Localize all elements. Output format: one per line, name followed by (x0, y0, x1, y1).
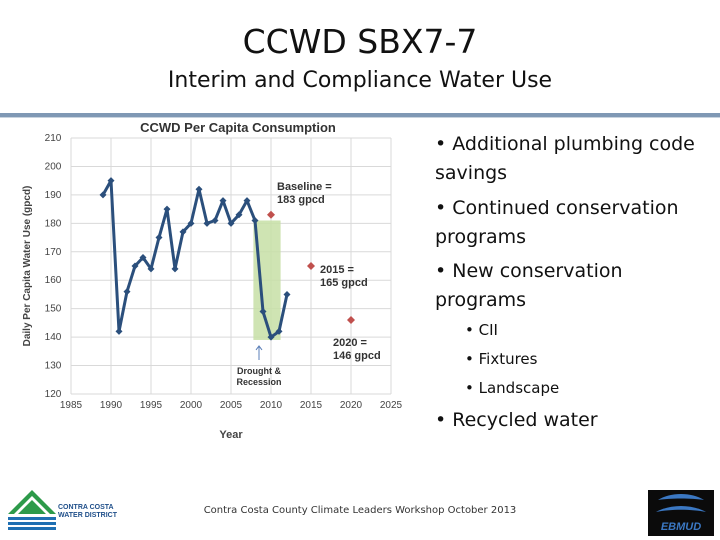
target-2015-label-value: 165 gpcd (320, 277, 368, 289)
target-2020-label: 2020 = (333, 337, 367, 349)
ebmud-logo-icon: EBMUD (656, 494, 706, 533)
baseline-label: Baseline = (277, 181, 332, 193)
x-tick-label: 1995 (140, 400, 163, 411)
sub-bullet-fixtures: • Fixtures (465, 350, 538, 368)
x-tick-label: 1985 (60, 400, 83, 411)
consumption-line (101, 179, 289, 339)
drought-label: Drought & (237, 366, 281, 376)
ccwd-logo-text: CONTRA COSTA WATER DISTRICT (58, 504, 117, 519)
chart-title: CCWD Per Capita Consumption (140, 120, 336, 135)
y-tick-label: 180 (45, 218, 62, 229)
consumption-point (123, 288, 131, 296)
y-tick-label: 170 (45, 247, 62, 258)
y-tick-label: 200 (45, 161, 62, 172)
x-axis-label: Year (219, 429, 243, 441)
consumption-chart: 120 130 140 150 160 170 180 190 200 210 1985 1990 19… (22, 120, 403, 441)
x-tick-label: 2020 (340, 400, 363, 411)
consumption-point (171, 265, 179, 273)
consumption-point (163, 205, 171, 213)
baseline-label-value: 183 gpcd (277, 194, 325, 206)
bullet-plumbing: • Additional plumbing code savings (435, 133, 695, 184)
title-rule-light (0, 117, 720, 118)
y-tick-label: 150 (45, 304, 62, 315)
consumption-point (203, 219, 211, 227)
bullet-conservation: • Continued conservation programs (435, 197, 679, 248)
title-rule (0, 113, 720, 117)
target-2020-label-value: 146 gpcd (333, 350, 381, 362)
slide-subtitle: Interim and Compliance Water Use (167, 68, 553, 93)
y-tick-label: 130 (45, 361, 62, 372)
drought-label-line2: Recession (236, 377, 281, 387)
ebmud-logo: EBMUD (648, 490, 714, 536)
consumption-point (139, 253, 147, 261)
x-tick-label: 2000 (180, 400, 203, 411)
slide-title: CCWD SBX7-7 (242, 22, 478, 61)
consumption-point (219, 197, 227, 205)
consumption-point (195, 185, 203, 193)
target-point (267, 210, 275, 219)
consumption-point (107, 177, 115, 185)
bullet-recycled-water: • Recycled water (435, 409, 598, 431)
consumption-point (267, 333, 275, 341)
bullet-new-programs: • New conservation programs (435, 260, 623, 311)
consumption-point (187, 219, 195, 227)
ccwd-logo-icon (8, 490, 56, 530)
x-tick-label: 1990 (100, 400, 123, 411)
x-tick-label: 2010 (260, 400, 283, 411)
y-tick-label: 160 (45, 275, 62, 286)
consumption-point (131, 262, 139, 270)
y-tick-label: 190 (45, 190, 62, 201)
consumption-point (115, 327, 123, 335)
ebmud-logo-label: EBMUD (661, 521, 701, 533)
y-tick-label: 140 (45, 332, 62, 343)
x-tick-label: 2005 (220, 400, 243, 411)
consumption-point (283, 290, 291, 298)
consumption-point (275, 327, 283, 335)
sub-bullet-cii: • CII (465, 321, 498, 339)
sub-bullet-landscape: • Landscape (465, 379, 560, 397)
consumption-point (235, 211, 243, 219)
target-point (307, 262, 315, 270)
consumption-point (99, 191, 107, 199)
consumption-point (243, 197, 251, 205)
y-axis-label: Daily Per Capita Water Use (gpcd) (22, 186, 33, 347)
y-tick-label: 120 (45, 389, 62, 400)
x-tick-label: 2025 (380, 400, 403, 411)
consumption-point (211, 216, 219, 224)
x-tick-label: 2015 (300, 400, 323, 411)
consumption-point (147, 265, 155, 273)
consumption-point (155, 234, 163, 242)
drought-arrow-head (255, 345, 263, 351)
target-point (347, 316, 355, 325)
consumption-point (179, 228, 187, 236)
y-tick-label: 210 (45, 133, 62, 144)
consumption-point (227, 219, 235, 227)
slide-footer: Contra Costa County Climate Leaders Work… (203, 505, 517, 516)
target-2015-label: 2015 = (320, 264, 354, 276)
consumption-point (259, 308, 267, 316)
consumption-point (251, 216, 259, 224)
